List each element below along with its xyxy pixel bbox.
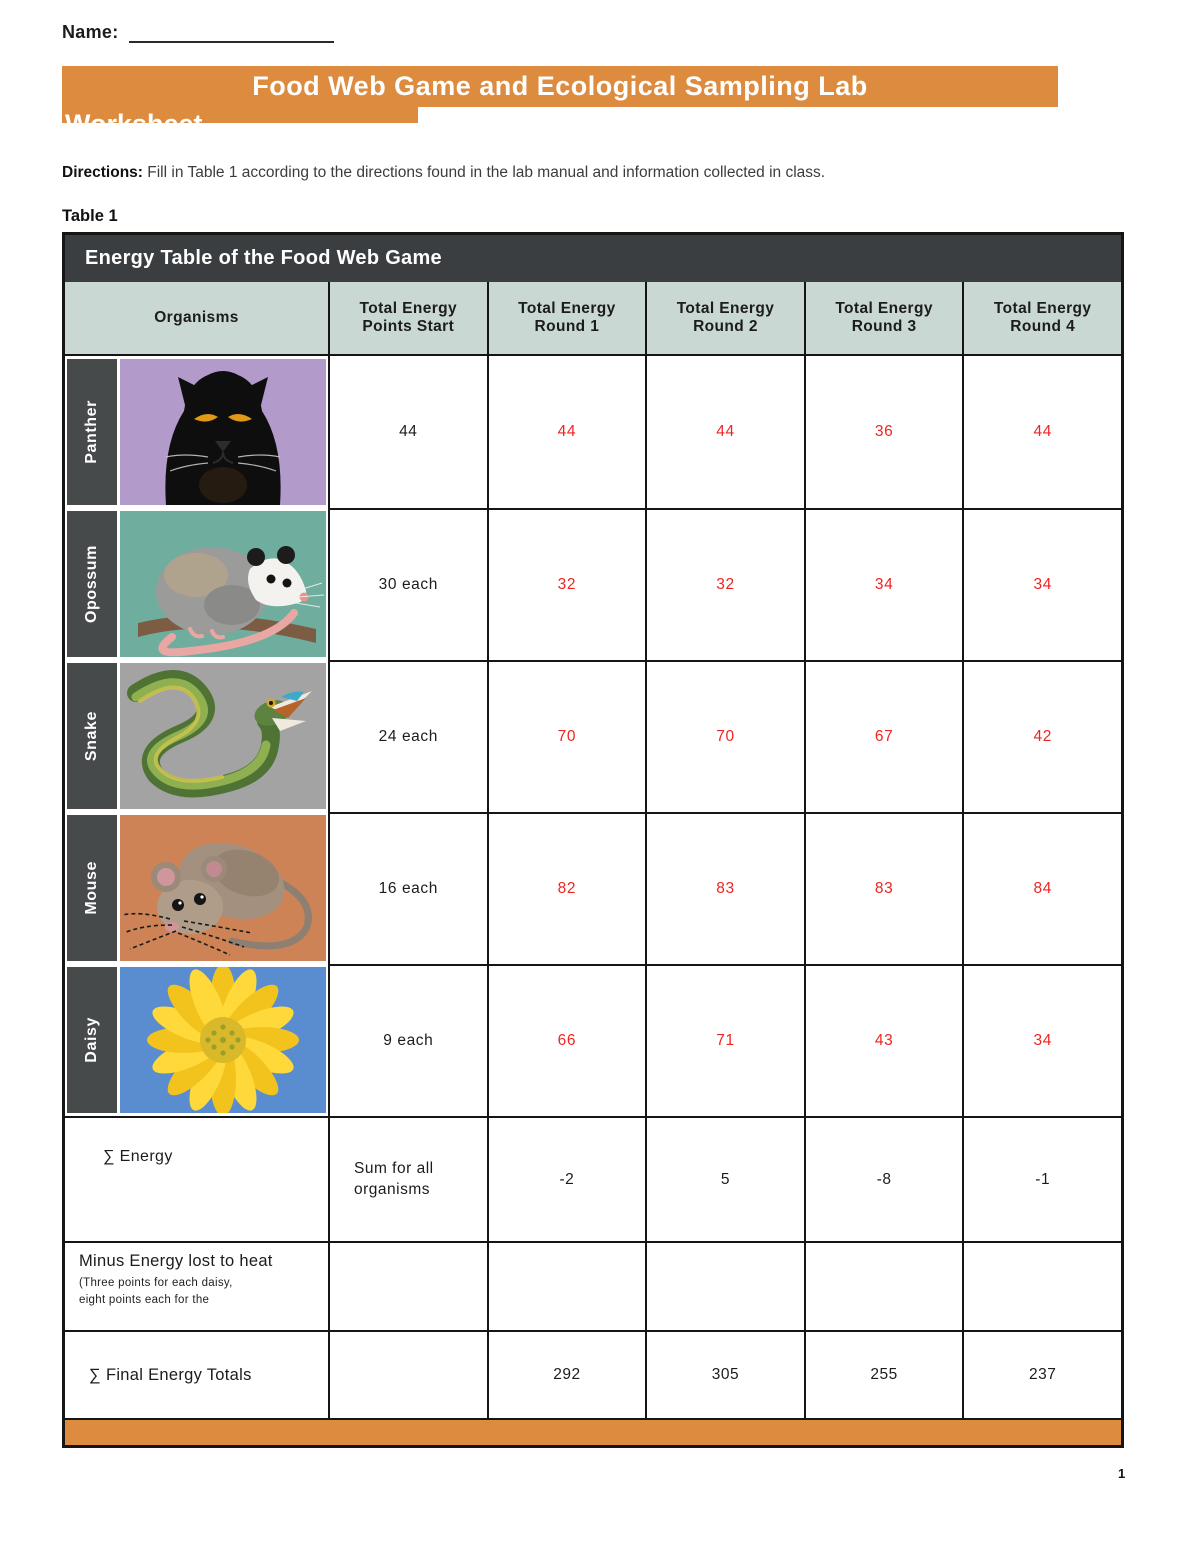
table-banner: Energy Table of the Food Web Game bbox=[65, 235, 1121, 282]
minus-round1-cell-empty bbox=[486, 1243, 646, 1330]
opossum-illustration bbox=[138, 546, 325, 657]
table-footer-orange-bar bbox=[65, 1418, 1121, 1445]
table-row-daisy: Daisy bbox=[65, 964, 1121, 1116]
col-header-round2: Total Energy Round 2 bbox=[645, 282, 804, 354]
table-row-panther: Panther 44 44 bbox=[65, 356, 1121, 508]
mouse-image-cell bbox=[120, 815, 326, 961]
minus-energy-note: (Three points for each daisy, eight poin… bbox=[79, 1277, 233, 1307]
panther-start-value: 44 bbox=[328, 356, 487, 508]
final-totals-label: ∑ Final Energy Totals bbox=[89, 1365, 252, 1384]
opossum-round1-value: 32 bbox=[486, 508, 646, 660]
sum-round3-value: -8 bbox=[803, 1118, 963, 1241]
snake-round3-value: 67 bbox=[803, 660, 963, 812]
directions-paragraph: Directions: Fill in Table 1 according to… bbox=[62, 164, 1112, 182]
daisy-start-value: 9 each bbox=[328, 964, 487, 1116]
name-blank-line bbox=[128, 23, 334, 43]
sum-round2-value: 5 bbox=[645, 1118, 804, 1241]
opossum-label: Opossum bbox=[83, 545, 100, 623]
daisy-round4-value: 34 bbox=[962, 964, 1121, 1116]
table-caption: Table 1 bbox=[62, 207, 118, 225]
daisy-image-cell bbox=[120, 967, 326, 1113]
snake-label-block: Snake bbox=[67, 663, 117, 809]
table-row-mouse: Mouse 16 each bbox=[65, 812, 1121, 964]
mouse-round3-value: 83 bbox=[803, 812, 963, 964]
snake-round2-value: 70 bbox=[645, 660, 804, 812]
mouse-round4-value: 84 bbox=[962, 812, 1121, 964]
daisy-illustration bbox=[147, 967, 299, 1113]
final-round1-value: 292 bbox=[486, 1332, 646, 1418]
mouse-start-value: 16 each bbox=[328, 812, 487, 964]
sum-round1-value: -2 bbox=[486, 1118, 646, 1241]
table-row-snake: Snake 24 each 70 70 67 42 bbox=[65, 660, 1121, 812]
daisy-label-block: Daisy bbox=[67, 967, 117, 1113]
snake-start-value: 24 each bbox=[328, 660, 487, 812]
panther-image-cell bbox=[120, 359, 326, 505]
opossum-image-cell bbox=[120, 511, 326, 657]
panther-label: Panther bbox=[83, 400, 100, 464]
directions-text: Fill in Table 1 according to the directi… bbox=[142, 164, 826, 181]
col-header-points-start: Total Energy Points Start bbox=[328, 282, 487, 354]
name-field-row: Name: bbox=[62, 22, 334, 43]
mouse-round1-value: 82 bbox=[486, 812, 646, 964]
snake-image-cell bbox=[120, 663, 326, 809]
mouse-illustration bbox=[121, 842, 312, 956]
sum-energy-label: ∑ Energy bbox=[103, 1148, 173, 1165]
panther-illustration bbox=[165, 371, 281, 505]
directions-label: Directions: bbox=[62, 164, 143, 181]
daisy-round2-value: 71 bbox=[645, 964, 804, 1116]
daisy-label: Daisy bbox=[83, 1017, 100, 1063]
opossum-label-block: Opossum bbox=[67, 511, 117, 657]
table-row-minus-energy: Minus Energy lost to heat (Three points … bbox=[65, 1241, 1121, 1330]
table-row-opossum: Opossum bbox=[65, 508, 1121, 660]
col-header-organisms: Organisms bbox=[154, 309, 239, 326]
mouse-label-block: Mouse bbox=[67, 815, 117, 961]
opossum-round4-value: 34 bbox=[962, 508, 1121, 660]
worksheet-title-line2-clipped: Worksheet bbox=[62, 107, 418, 123]
table-header-row: Organisms Total Energy Points Start Tota… bbox=[65, 282, 1121, 356]
panther-label-block: Panther bbox=[67, 359, 117, 505]
panther-round3-value: 36 bbox=[803, 356, 963, 508]
minus-round3-cell-empty bbox=[803, 1243, 963, 1330]
worksheet-title-line2-text: Worksheet bbox=[65, 109, 203, 123]
panther-round1-value: 44 bbox=[486, 356, 646, 508]
mouse-label: Mouse bbox=[83, 861, 100, 915]
minus-start-cell-empty bbox=[328, 1243, 487, 1330]
snake-label: Snake bbox=[83, 710, 100, 762]
page-number: 1 bbox=[1118, 1466, 1126, 1481]
sum-round4-value: -1 bbox=[962, 1118, 1121, 1241]
table-row-sum-energy: ∑ Energy Sum for all organisms -2 5 -8 -… bbox=[65, 1116, 1121, 1241]
minus-round2-cell-empty bbox=[645, 1243, 804, 1330]
opossum-round2-value: 32 bbox=[645, 508, 804, 660]
daisy-round3-value: 43 bbox=[803, 964, 963, 1116]
panther-round2-value: 44 bbox=[645, 356, 804, 508]
snake-illustration bbox=[127, 670, 312, 798]
mouse-round2-value: 83 bbox=[645, 812, 804, 964]
minus-round4-cell-empty bbox=[962, 1243, 1121, 1330]
snake-round1-value: 70 bbox=[486, 660, 646, 812]
col-header-round1: Total Energy Round 1 bbox=[486, 282, 646, 354]
final-start-cell-empty bbox=[328, 1332, 487, 1418]
final-round4-value: 237 bbox=[962, 1332, 1121, 1418]
snake-round4-value: 42 bbox=[962, 660, 1121, 812]
opossum-start-value: 30 each bbox=[328, 508, 487, 660]
col-header-round3: Total Energy Round 3 bbox=[803, 282, 963, 354]
energy-table: Energy Table of the Food Web Game Organi… bbox=[62, 232, 1124, 1448]
final-round3-value: 255 bbox=[803, 1332, 963, 1418]
daisy-round1-value: 66 bbox=[486, 964, 646, 1116]
name-label: Name: bbox=[62, 22, 119, 42]
minus-energy-label: Minus Energy lost to heat bbox=[79, 1252, 273, 1270]
opossum-round3-value: 34 bbox=[803, 508, 963, 660]
worksheet-title-line1: Food Web Game and Ecological Sampling La… bbox=[62, 66, 1058, 107]
table-row-final-totals: ∑ Final Energy Totals 292 305 255 237 bbox=[65, 1330, 1121, 1418]
panther-round4-value: 44 bbox=[962, 356, 1121, 508]
col-header-round4: Total Energy Round 4 bbox=[962, 282, 1121, 354]
final-round2-value: 305 bbox=[645, 1332, 804, 1418]
sum-energy-note: Sum for all organisms bbox=[328, 1118, 487, 1241]
